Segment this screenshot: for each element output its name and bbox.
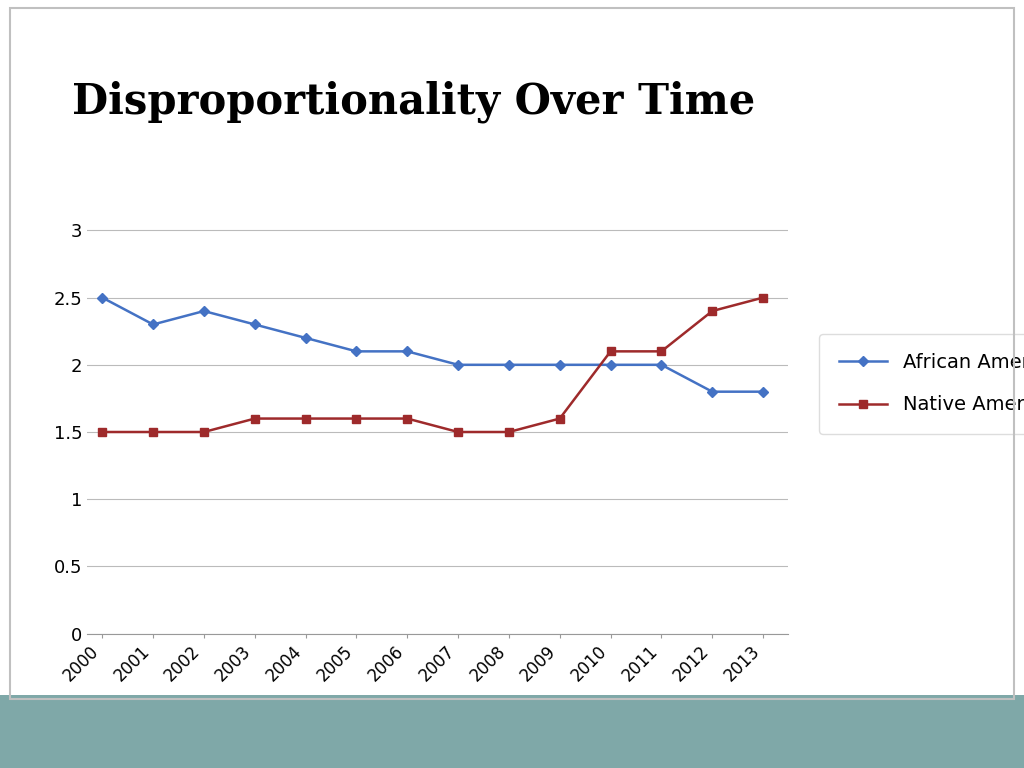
African American (147, 320, 160, 329)
Native American (147, 427, 160, 436)
Native American (757, 293, 769, 303)
African American (350, 347, 362, 356)
Native American (350, 414, 362, 423)
Native American (503, 427, 515, 436)
Native American (655, 347, 668, 356)
Text: Disproportionality Over Time: Disproportionality Over Time (72, 81, 755, 123)
Line: Native American: Native American (98, 294, 767, 435)
African American (198, 306, 210, 316)
Native American (299, 414, 311, 423)
African American (707, 387, 719, 396)
African American (249, 320, 261, 329)
Native American (452, 427, 464, 436)
Native American (401, 414, 414, 423)
African American (503, 360, 515, 369)
African American (604, 360, 616, 369)
Native American (707, 306, 719, 316)
African American (96, 293, 109, 303)
African American (554, 360, 566, 369)
Native American (554, 414, 566, 423)
African American (452, 360, 464, 369)
African American (401, 347, 414, 356)
Native American (96, 427, 109, 436)
African American (655, 360, 668, 369)
African American (757, 387, 769, 396)
African American (299, 333, 311, 343)
Native American (198, 427, 210, 436)
Line: African American: African American (98, 294, 767, 396)
Native American (604, 347, 616, 356)
Legend: African American, Native American: African American, Native American (819, 333, 1024, 434)
Native American (249, 414, 261, 423)
